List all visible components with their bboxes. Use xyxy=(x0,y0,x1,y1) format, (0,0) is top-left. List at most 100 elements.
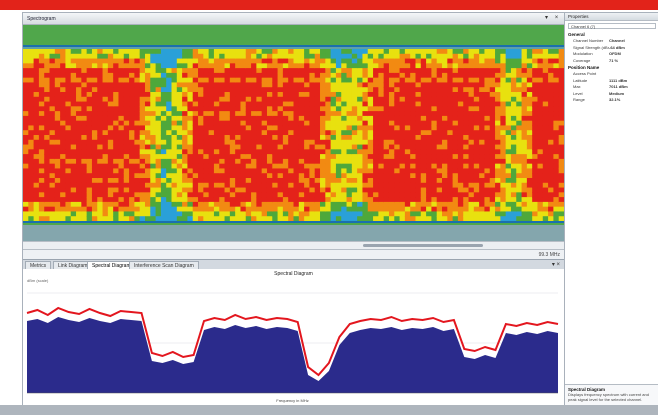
heatmap-cell xyxy=(251,216,257,222)
heatmap-cell xyxy=(139,144,146,150)
property-row[interactable]: Modulation OFDM xyxy=(565,51,658,58)
heatmap-cell xyxy=(463,58,470,64)
heatmap-cell xyxy=(213,197,220,203)
heatmap-cell xyxy=(452,139,459,146)
heatmap-cell xyxy=(76,53,82,60)
heatmap-cell xyxy=(144,182,151,189)
property-section-header[interactable]: General xyxy=(568,32,585,37)
heatmap-cell xyxy=(495,201,501,208)
heatmap-cell xyxy=(86,187,93,193)
heatmap-cell xyxy=(23,216,29,222)
heatmap-cell xyxy=(431,187,438,193)
heatmap-cell xyxy=(335,178,342,184)
heatmap-cell xyxy=(266,106,273,112)
property-row[interactable]: Access Point xyxy=(565,71,658,78)
heatmap-cell xyxy=(479,168,486,174)
spectrogram-heatmap[interactable] xyxy=(23,25,564,241)
heatmap-cell xyxy=(357,111,364,117)
heatmap-cell xyxy=(309,139,316,146)
heatmap-cell xyxy=(144,68,151,74)
heatmap-cell xyxy=(426,154,432,160)
heatmap-cell xyxy=(357,149,364,155)
heatmap-cell xyxy=(235,96,242,103)
heatmap-cell xyxy=(526,178,533,184)
heatmap-cell xyxy=(198,130,204,136)
heatmap-cell xyxy=(166,178,173,184)
heatmap-cell xyxy=(102,139,109,146)
heatmap-cell xyxy=(542,63,549,69)
tabbar-controls[interactable]: ▾ × xyxy=(551,262,560,268)
heatmap-cell xyxy=(203,173,210,179)
property-section-header[interactable]: Position Name xyxy=(568,65,600,70)
heatmap-cell xyxy=(516,53,523,60)
heatmap-cell xyxy=(489,192,496,198)
heatmap-cell xyxy=(182,135,189,141)
heatmap-cell xyxy=(203,192,210,198)
heatmap-cell xyxy=(293,211,300,217)
heatmap-cell xyxy=(351,115,358,122)
heatmap-cell xyxy=(431,139,438,146)
heatmap-cell xyxy=(500,49,507,55)
heatmap-cell xyxy=(166,144,173,150)
heatmap-cell xyxy=(277,197,284,203)
property-row[interactable]: Level Medium xyxy=(565,91,658,98)
heatmap-cell xyxy=(420,77,427,84)
heatmap-cell xyxy=(107,125,114,131)
property-row[interactable]: Max 7011 dBm xyxy=(565,84,658,91)
heatmap-cell xyxy=(224,106,231,112)
property-row[interactable]: Range 32.1% xyxy=(565,97,658,104)
tab-interference-scan[interactable]: Interference Scan Diagram xyxy=(129,261,199,270)
heatmap-cell xyxy=(70,96,77,103)
heatmap-cell xyxy=(107,178,114,184)
heatmap-cell xyxy=(399,154,406,160)
heatmap-cell xyxy=(33,106,40,112)
scrollbar-thumb[interactable] xyxy=(363,244,483,247)
heatmap-cell xyxy=(293,139,300,146)
close-icon[interactable]: × xyxy=(554,15,559,21)
tab-metrics[interactable]: Metrics xyxy=(25,261,52,270)
heatmap-cell xyxy=(272,58,279,64)
heatmap-cell xyxy=(261,92,268,98)
heatmap-cell xyxy=(54,168,61,174)
heatmap-cell xyxy=(394,211,401,217)
heatmap-cell xyxy=(388,53,395,60)
heatmap-cell xyxy=(123,96,130,103)
heatmap-cell xyxy=(553,115,560,122)
heatmap-cell xyxy=(187,201,194,208)
heatmap-cell xyxy=(420,192,427,198)
heatmap-cell xyxy=(235,101,242,107)
heatmap-cell xyxy=(44,192,51,198)
heatmap-cell xyxy=(394,182,401,189)
heatmap-cell xyxy=(219,149,226,155)
heatmap-cell xyxy=(367,125,374,131)
heatmap-cell xyxy=(97,58,104,64)
heatmap-cell xyxy=(171,130,178,136)
series-peak-line xyxy=(26,306,559,377)
heatmap-cell xyxy=(235,135,242,141)
heatmap-cell xyxy=(309,115,316,122)
heatmap-cell xyxy=(484,63,491,69)
heatmap-cell xyxy=(399,53,406,60)
horizontal-scrollbar[interactable] xyxy=(23,241,564,249)
heatmap-cell xyxy=(70,49,77,55)
property-row[interactable]: Coverage 71 % xyxy=(565,58,658,65)
properties-selector[interactable]: Channel 6 (7) xyxy=(568,23,656,29)
heatmap-cell xyxy=(510,92,517,98)
heatmap-cell xyxy=(479,206,486,213)
heatmap-cell xyxy=(404,158,411,165)
heatmap-cell xyxy=(404,154,411,160)
property-row[interactable]: Latitude 1111 dBm xyxy=(565,78,658,85)
pin-icon[interactable]: ▾ xyxy=(544,15,548,21)
heatmap-cell xyxy=(404,187,411,193)
property-row[interactable]: Signal Strength (dBm) -64 dBm xyxy=(565,45,658,52)
heatmap-cell xyxy=(182,111,189,117)
description-title: Spectral Diagram xyxy=(568,387,606,392)
heatmap-cell xyxy=(203,149,210,155)
y-axis-label: dBm (scale) xyxy=(27,278,49,283)
heatmap-cell xyxy=(272,163,279,170)
heatmap-cell xyxy=(28,192,35,198)
heatmap-cell xyxy=(38,111,45,117)
heatmap-cell xyxy=(76,96,82,103)
property-row[interactable]: Channel Number Channel xyxy=(565,38,658,45)
heatmap-cell xyxy=(553,68,560,74)
